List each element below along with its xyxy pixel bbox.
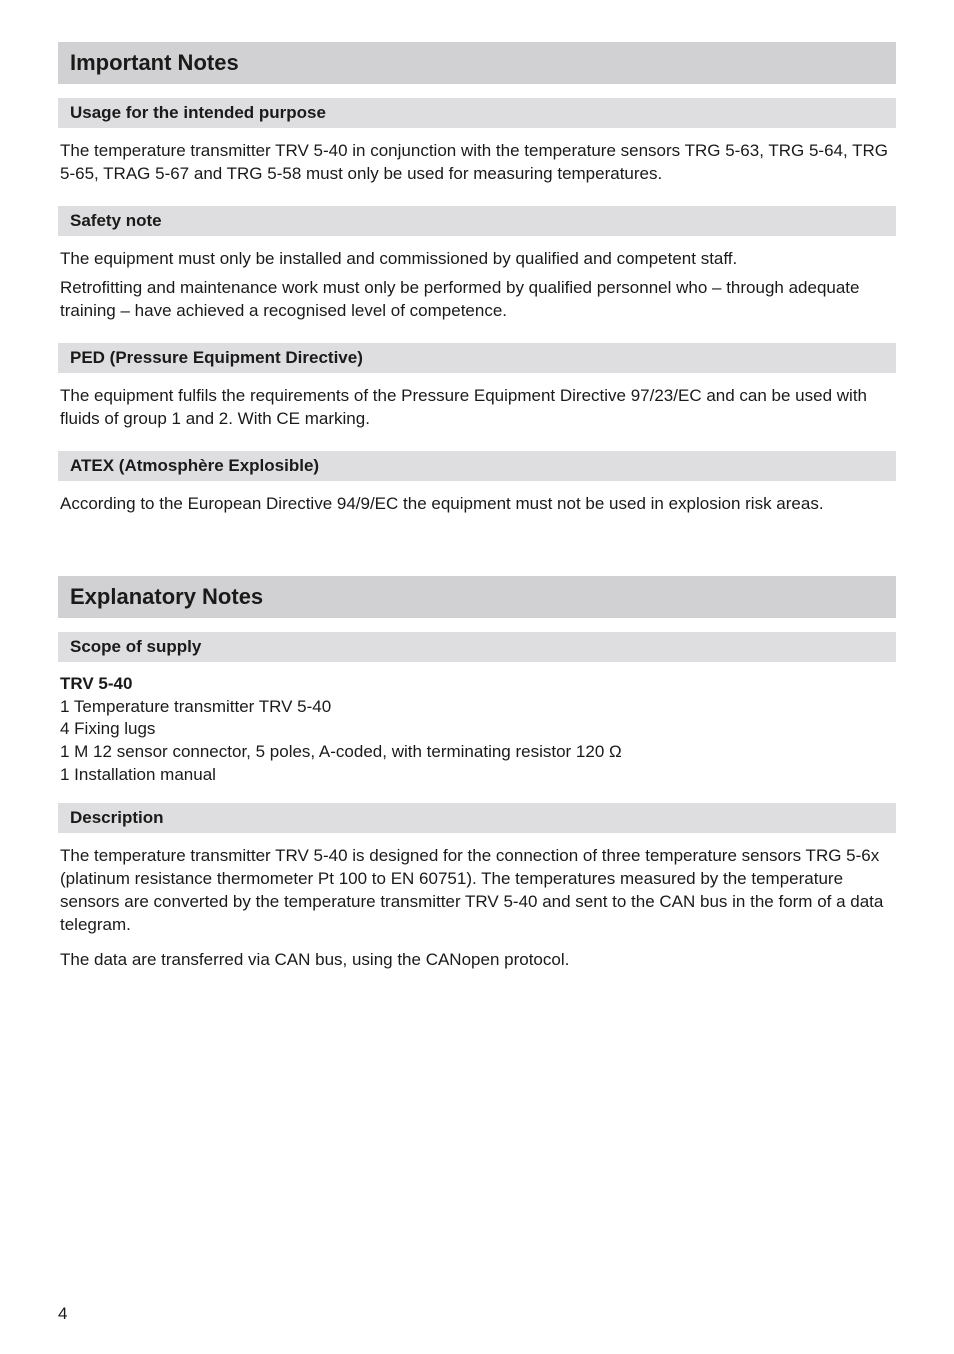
subsection-ped-heading: PED (Pressure Equipment Directive) xyxy=(58,343,896,373)
scope-item: 1 Installation manual xyxy=(58,764,896,787)
safety-paragraph-2: Retrofitting and maintenance work must o… xyxy=(58,277,896,323)
usage-paragraph: The temperature transmitter TRV 5-40 in … xyxy=(58,140,896,186)
scope-product-label: TRV 5-40 xyxy=(58,674,896,694)
section-title-important-notes: Important Notes xyxy=(58,42,896,84)
atex-paragraph: According to the European Directive 94/9… xyxy=(58,493,896,516)
scope-item: 4 Fixing lugs xyxy=(58,718,896,741)
subsection-scope-heading: Scope of supply xyxy=(58,632,896,662)
subsection-atex-heading: ATEX (Atmosphère Explosible) xyxy=(58,451,896,481)
subsection-safety-heading: Safety note xyxy=(58,206,896,236)
page-number: 4 xyxy=(58,1304,67,1324)
scope-item: 1 Temperature transmitter TRV 5-40 xyxy=(58,696,896,719)
ped-paragraph: The equipment fulfils the requirements o… xyxy=(58,385,896,431)
safety-paragraph-1: The equipment must only be installed and… xyxy=(58,248,896,271)
description-paragraph-1: The temperature transmitter TRV 5-40 is … xyxy=(58,845,896,937)
section-title-explanatory-notes: Explanatory Notes xyxy=(58,576,896,618)
subsection-description-heading: Description xyxy=(58,803,896,833)
subsection-usage-heading: Usage for the intended purpose xyxy=(58,98,896,128)
description-paragraph-2: The data are transferred via CAN bus, us… xyxy=(58,949,896,972)
scope-item: 1 M 12 sensor connector, 5 poles, A-code… xyxy=(58,741,896,764)
